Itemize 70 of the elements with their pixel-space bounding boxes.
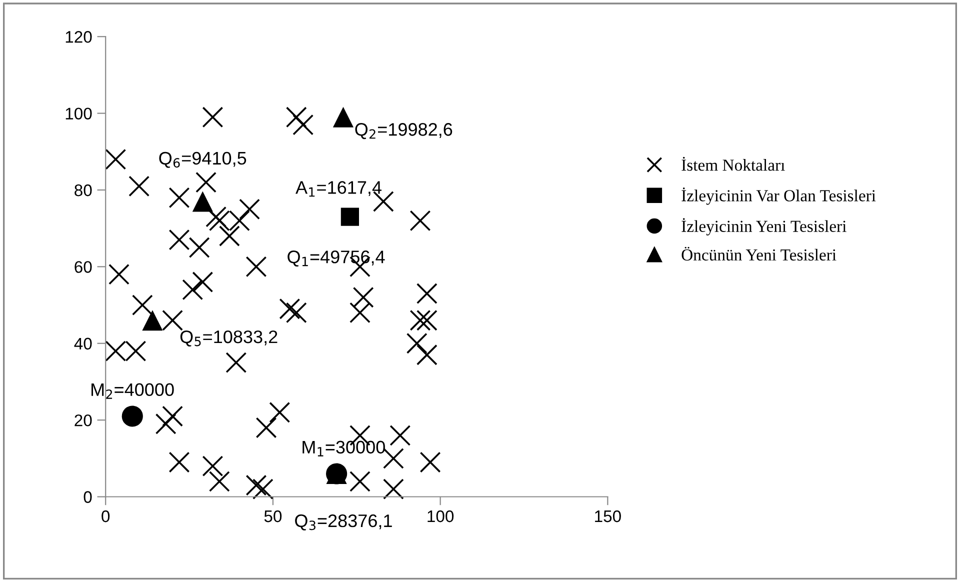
point <box>416 283 438 304</box>
annotation: Q$_{3}$=28376,1 <box>295 514 392 530</box>
y-tick-label: 20 <box>74 414 92 426</box>
annotation: Q$_{2}$=19982,6 <box>355 123 452 140</box>
point <box>350 470 370 492</box>
point <box>286 302 307 324</box>
point <box>332 106 354 128</box>
point <box>182 279 204 300</box>
point <box>162 406 184 427</box>
point <box>350 302 370 324</box>
point <box>340 208 359 226</box>
legend-label: Öncünün Yeni Tesisleri <box>682 246 836 261</box>
point <box>168 452 190 473</box>
point <box>108 264 130 285</box>
point <box>269 402 290 423</box>
point <box>420 452 441 473</box>
y-tick-label: 40 <box>74 338 92 350</box>
legend-label: İzleyicinin Yeni Tesisleri <box>682 218 846 236</box>
y-tick-label: 60 <box>74 261 92 273</box>
x-tick-label: 150 <box>595 510 621 522</box>
point <box>256 417 277 438</box>
point <box>142 310 163 331</box>
point <box>128 176 150 197</box>
legend-label: İstem Noktaları <box>682 156 785 171</box>
point <box>292 114 314 136</box>
point <box>252 478 274 500</box>
y-tick-label: 0 <box>84 491 92 503</box>
point <box>188 237 210 258</box>
x-tick-label: 50 <box>264 510 282 522</box>
point <box>352 286 374 308</box>
annotation: M$_{2}$=40000 <box>92 383 174 399</box>
point <box>410 310 431 331</box>
point <box>132 294 153 316</box>
point <box>279 298 300 320</box>
point <box>192 272 214 292</box>
point <box>168 229 190 250</box>
y-tick-label: 100 <box>66 108 92 120</box>
point <box>246 474 267 496</box>
point <box>390 424 411 446</box>
point <box>155 413 176 434</box>
annotation: Q$_{6}$=9410,5 <box>159 152 246 168</box>
point <box>286 106 307 128</box>
point <box>416 310 438 331</box>
point <box>202 456 224 477</box>
legend-label: İzleyicinin Var Olan Tesisleri <box>682 187 876 205</box>
point <box>406 332 428 354</box>
annotation: Q$_{5}$=10833,2 <box>180 330 278 346</box>
annotation: M$_{1}$=30000 <box>302 440 385 456</box>
point <box>202 106 224 128</box>
point <box>239 198 260 220</box>
point <box>382 478 404 500</box>
point <box>226 352 247 374</box>
point <box>246 256 267 278</box>
annotation: Q$_{1}$=49756,4 <box>288 250 385 267</box>
point <box>206 206 227 228</box>
y-tick-label: 80 <box>74 184 92 196</box>
point <box>168 187 190 208</box>
point <box>192 191 213 212</box>
x-tick-label: 100 <box>428 510 454 522</box>
annotation: A$_{1}$=1617,4 <box>296 181 382 197</box>
point <box>208 470 230 492</box>
y-tick-label: 120 <box>66 31 92 43</box>
x-tick-label: 0 <box>102 510 110 522</box>
point <box>218 226 240 246</box>
point <box>162 310 184 331</box>
point <box>122 406 143 427</box>
point <box>196 172 216 193</box>
point <box>416 344 438 366</box>
point <box>105 148 126 170</box>
point <box>410 210 431 232</box>
